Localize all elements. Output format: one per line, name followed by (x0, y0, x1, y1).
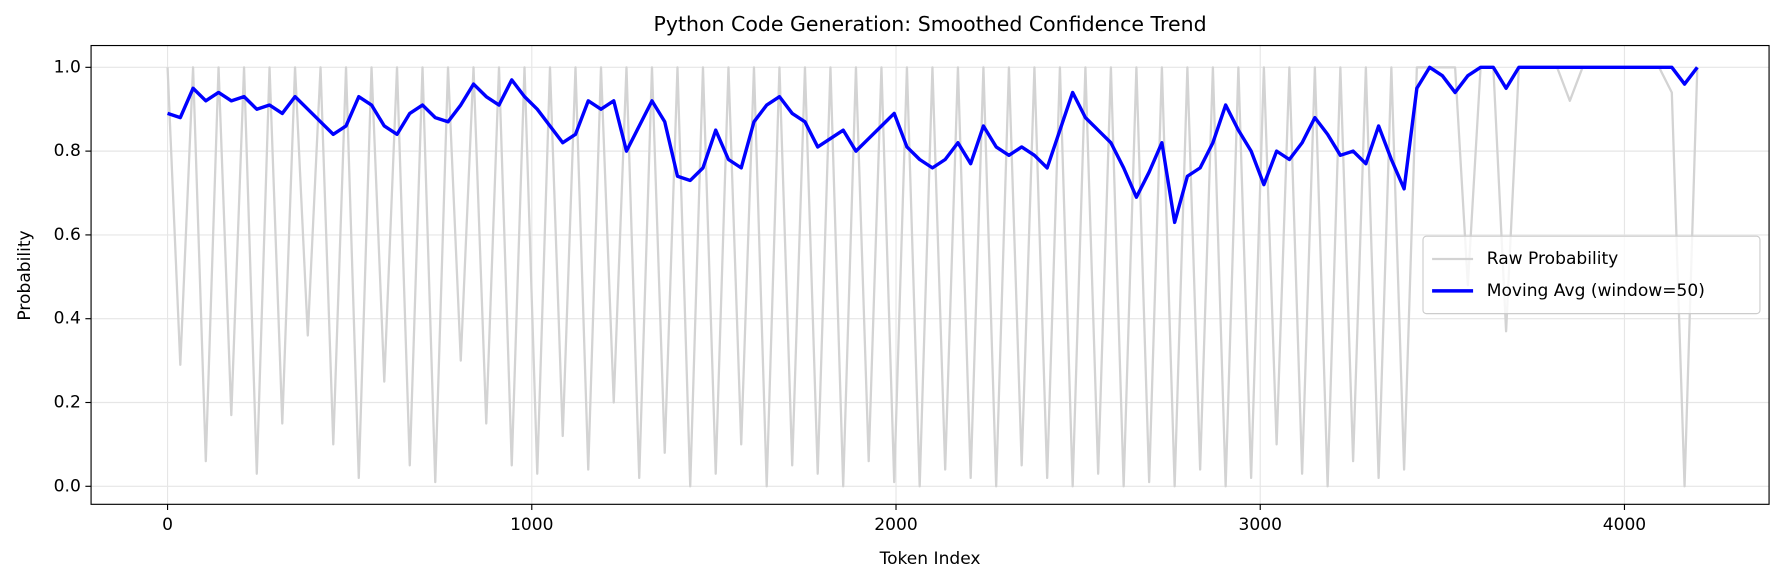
x-tick-label: 3000 (1239, 515, 1282, 535)
series-line (166, 66, 1699, 488)
y-tick-label: 1.0 (54, 57, 81, 77)
legend-label: Raw Probability (1487, 249, 1619, 269)
x-axis-label: Token Index (879, 549, 981, 569)
legend-label: Moving Avg (window=50) (1487, 281, 1705, 301)
x-tick-label: 0 (162, 515, 173, 535)
y-axis-label: Probability (15, 230, 35, 320)
legend: Raw Probability Moving Avg (window=50) (1422, 235, 1761, 315)
chart-title: Python Code Generation: Smoothed Confide… (654, 12, 1207, 36)
y-tick-label: 0.2 (54, 393, 81, 413)
x-tick-label: 2000 (874, 515, 917, 535)
legend-box (1422, 235, 1761, 315)
x-tick-label: 1000 (510, 515, 553, 535)
plot-frame (90, 44, 1770, 505)
y-tick-label: 0.0 (54, 476, 81, 496)
series-line (167, 65, 1699, 225)
x-tick-label: 4000 (1603, 515, 1646, 535)
y-tick-label: 0.4 (54, 309, 81, 329)
y-tick-label: 0.8 (54, 141, 81, 161)
y-tick-label: 0.6 (54, 225, 81, 245)
